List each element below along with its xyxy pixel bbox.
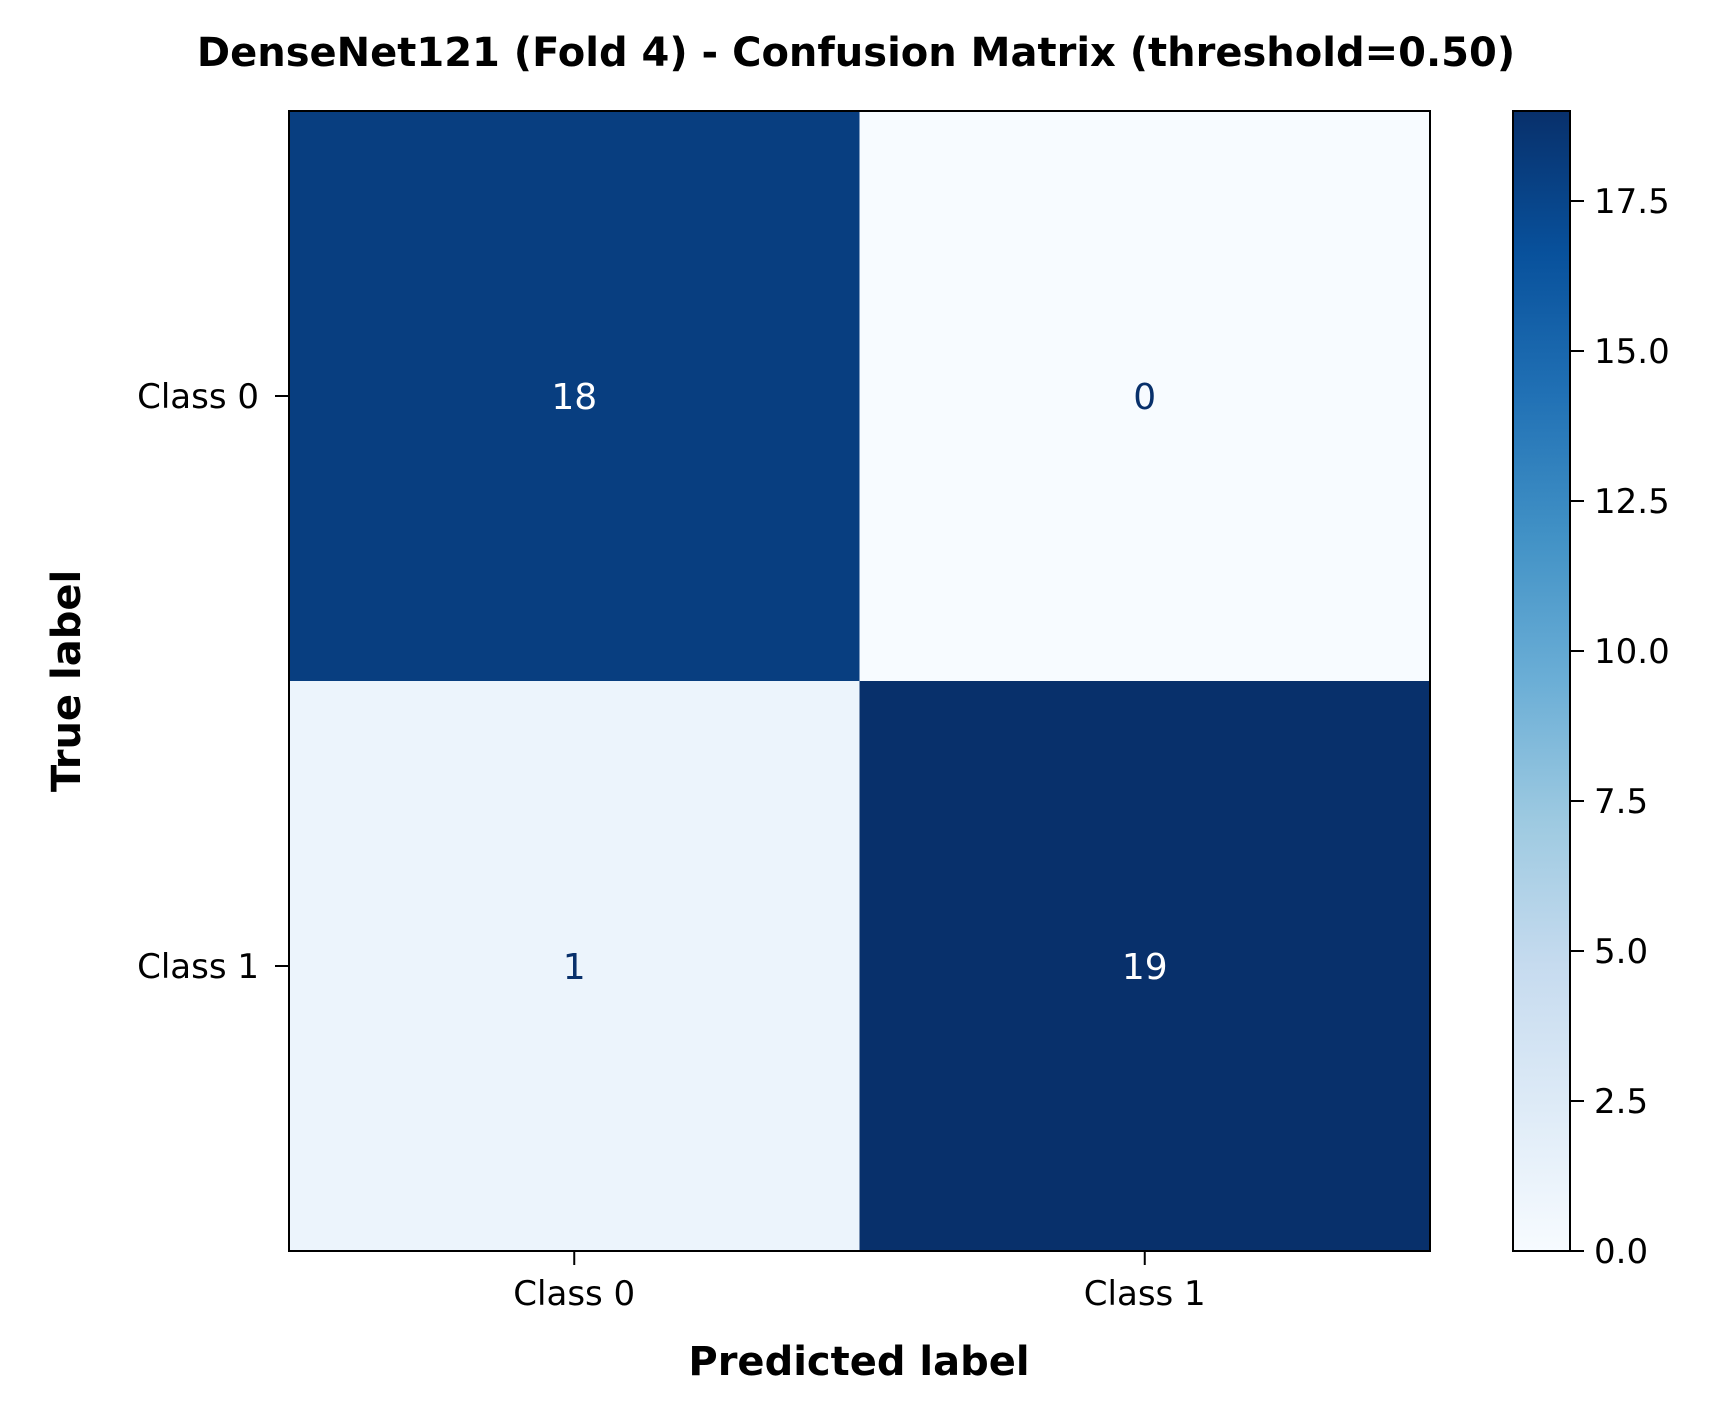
matrix-cell-value-r1-c0: 1 <box>563 947 586 988</box>
matrix-cell-value-r0-c1: 0 <box>1133 377 1156 418</box>
plot-frame <box>288 110 1431 1252</box>
x-tick-label-1: Class 1 <box>1084 1274 1206 1314</box>
matrix-cell-r1-c1 <box>859 681 1430 1251</box>
colorbar-tick-label-3: 7.5 <box>1594 782 1648 822</box>
y-tick-label-1: Class 1 <box>137 947 259 987</box>
colorbar-tick-label-7: 17.5 <box>1594 182 1670 222</box>
colorbar-ticks: 0.0 2.5 5.0 7.5 10.0 12.5 15.0 17.5 <box>1570 182 1670 1272</box>
colorbar <box>1512 110 1571 1252</box>
colorbar-tick-label-6: 15.0 <box>1594 332 1670 372</box>
matrix-cell-labels: 18 0 1 19 <box>551 377 1167 988</box>
matrix-cells <box>289 111 1430 1251</box>
colorbar-tick-label-5: 12.5 <box>1594 482 1670 522</box>
matrix-cell-r1-c0 <box>289 681 860 1251</box>
matrix-cell-value-r1-c1: 19 <box>1122 947 1168 988</box>
chart-title: DenseNet121 (Fold 4) - Confusion Matrix … <box>197 30 1515 76</box>
colorbar-tick-label-1: 2.5 <box>1594 1082 1648 1122</box>
x-tick-label-0: Class 0 <box>513 1274 635 1314</box>
colorbar-tick-label-2: 5.0 <box>1594 932 1648 972</box>
y-tick-label-0: Class 0 <box>137 377 259 417</box>
y-axis-label: True label <box>44 570 90 792</box>
matrix-cell-value-r0-c0: 18 <box>551 377 597 418</box>
y-axis-ticks: Class 0 Class 1 <box>137 377 289 987</box>
x-axis-ticks: Class 0 Class 1 <box>513 1251 1206 1314</box>
colorbar-tick-label-4: 10.0 <box>1594 632 1670 672</box>
x-axis-label: Predicted label <box>688 1339 1029 1385</box>
matrix-cell-r0-c0 <box>289 111 860 681</box>
colorbar-tick-label-0: 0.0 <box>1594 1232 1648 1272</box>
matrix-cell-r0-c1 <box>859 111 1430 681</box>
